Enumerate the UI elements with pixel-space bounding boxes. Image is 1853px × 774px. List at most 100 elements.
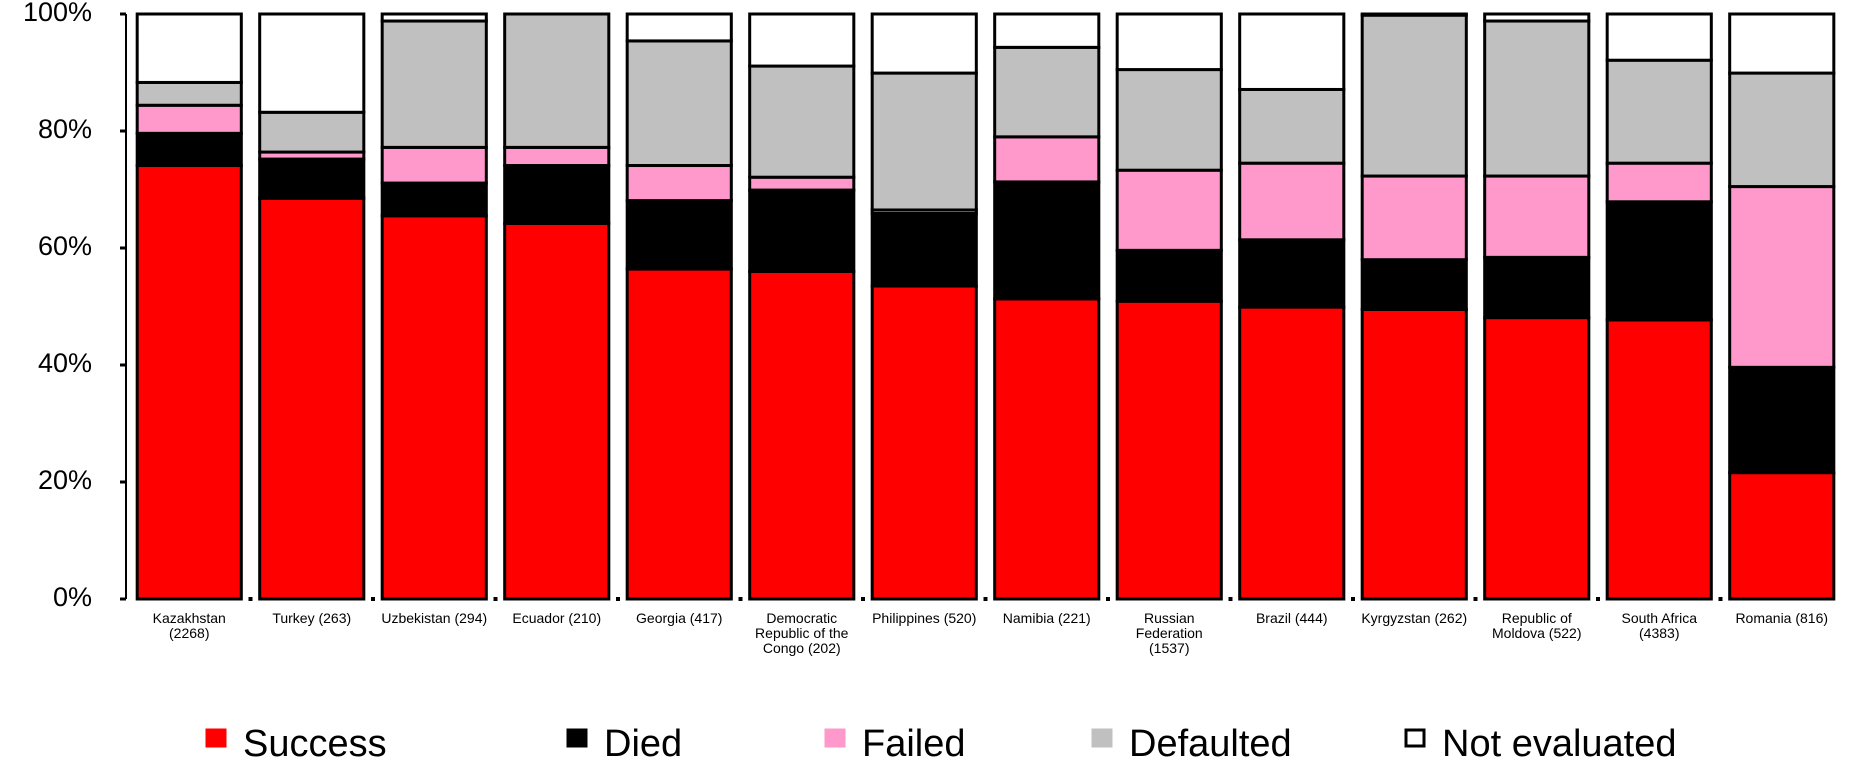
bar-segment [1728, 185, 1836, 369]
legend-swatch [205, 728, 227, 748]
x-tick-label: Turkey (263) [272, 610, 352, 626]
bar-segment [1483, 316, 1591, 601]
bar-segment [993, 45, 1101, 139]
bar-segment [380, 19, 488, 149]
bar-segment [135, 103, 243, 135]
legend-label: Failed [862, 723, 966, 765]
bar-segment [1115, 299, 1223, 601]
bar-segment [993, 297, 1101, 601]
bar-segment [1115, 248, 1223, 303]
x-tick-label: Uzbekistan (294) [381, 610, 488, 626]
bar-segment [503, 145, 611, 168]
legend-label: Defaulted [1129, 723, 1292, 765]
bar-segment [748, 188, 856, 273]
legend-label: Success [243, 723, 387, 765]
x-tick-label: Kyrgyzstan (262) [1361, 610, 1468, 626]
bar-segment [748, 64, 856, 179]
x-tick [616, 597, 620, 601]
x-tick-label: Namibia (221) [1002, 610, 1091, 626]
bar-segment [135, 131, 243, 168]
bar-segment [380, 12, 488, 23]
legend-label: Died [604, 723, 682, 765]
x-tick-label: Brazil (444) [1255, 610, 1328, 626]
bar-segment [1605, 200, 1713, 322]
x-tick-label: Romania (816) [1735, 610, 1829, 626]
bar-segment [1360, 307, 1468, 601]
x-tick [861, 597, 865, 601]
x-tick [248, 597, 253, 601]
x-tick-label: Georgia (417) [636, 610, 723, 626]
bar-segment [1483, 255, 1591, 320]
x-tick-label: Russian Federation (1537) [1135, 610, 1203, 656]
bar-segment [1238, 87, 1346, 165]
x-tick [1473, 597, 1478, 601]
bar-segment [625, 164, 733, 203]
x-tick [1228, 597, 1233, 601]
bar-segment [625, 12, 733, 43]
x-tick [738, 597, 743, 601]
y-tick-label: 60% [38, 231, 92, 261]
bar-segment [1115, 12, 1223, 72]
bar-segment [380, 145, 488, 185]
y-tick-label: 100% [23, 0, 92, 27]
bar-segment [1605, 58, 1713, 165]
bar-segment [1360, 13, 1468, 178]
x-tick-label: Philippines (520) [872, 610, 977, 626]
bar-segment [1728, 71, 1836, 189]
bar-segment [1238, 12, 1346, 91]
x-tick-label: South Africa (4383) [1621, 610, 1698, 641]
bar-segment [1360, 174, 1468, 262]
bar-segment [380, 181, 488, 218]
x-tick-label: Republic of Moldova (522) [1492, 610, 1582, 641]
bar-segment [1483, 174, 1591, 259]
bar-segment [503, 164, 611, 225]
bar-segment [625, 267, 733, 601]
x-tick-label: Kazakhstan (2268) [152, 610, 226, 641]
legend-swatch [1091, 728, 1113, 748]
x-tick [1106, 597, 1110, 601]
bar-segment [870, 71, 978, 212]
bar-segment [258, 157, 366, 200]
legend-label: Not evaluated [1442, 723, 1677, 765]
bar-segment [135, 164, 243, 601]
bar-segment [748, 12, 856, 68]
bar-segment [258, 12, 366, 114]
x-tick [493, 597, 498, 601]
bar-segment [1238, 238, 1346, 309]
bar-segment [503, 12, 611, 149]
bar-segment [993, 12, 1101, 49]
y-tick-label: 0% [53, 582, 92, 612]
bar-segment [625, 199, 733, 271]
legend-swatch [824, 728, 846, 748]
legend-swatch [566, 728, 588, 748]
bar-segment [1483, 19, 1591, 178]
bar-segment [1728, 365, 1836, 475]
bar-segment [870, 211, 978, 288]
bar-segment [1728, 471, 1836, 601]
bar-segment [258, 110, 366, 154]
y-tick-label: 80% [38, 114, 92, 144]
bar-segment [1238, 305, 1346, 601]
bar-segment [993, 180, 1101, 301]
bar-segment [1360, 12, 1468, 17]
bar-segment [1483, 12, 1591, 23]
bar-segment [1605, 161, 1713, 204]
bar-segment [1728, 12, 1836, 75]
bar-segment [1360, 258, 1468, 311]
bar-segment [1605, 318, 1713, 601]
y-tick-label: 20% [38, 465, 92, 495]
bar-segment [135, 12, 243, 84]
bar-segment [380, 214, 488, 601]
bar-segment [748, 269, 856, 601]
bar-segment [1605, 12, 1713, 62]
bar-segment [1115, 68, 1223, 172]
bar-segment [870, 284, 978, 601]
x-tick [1596, 597, 1600, 601]
bar-segment [748, 175, 856, 192]
x-tick-label: Democratic Republic of the Congo (202) [755, 610, 849, 656]
bar-segment [625, 39, 733, 168]
x-tick [371, 597, 375, 601]
legend-swatch [1404, 728, 1426, 748]
x-tick [983, 597, 988, 601]
bar-segment [135, 80, 243, 107]
